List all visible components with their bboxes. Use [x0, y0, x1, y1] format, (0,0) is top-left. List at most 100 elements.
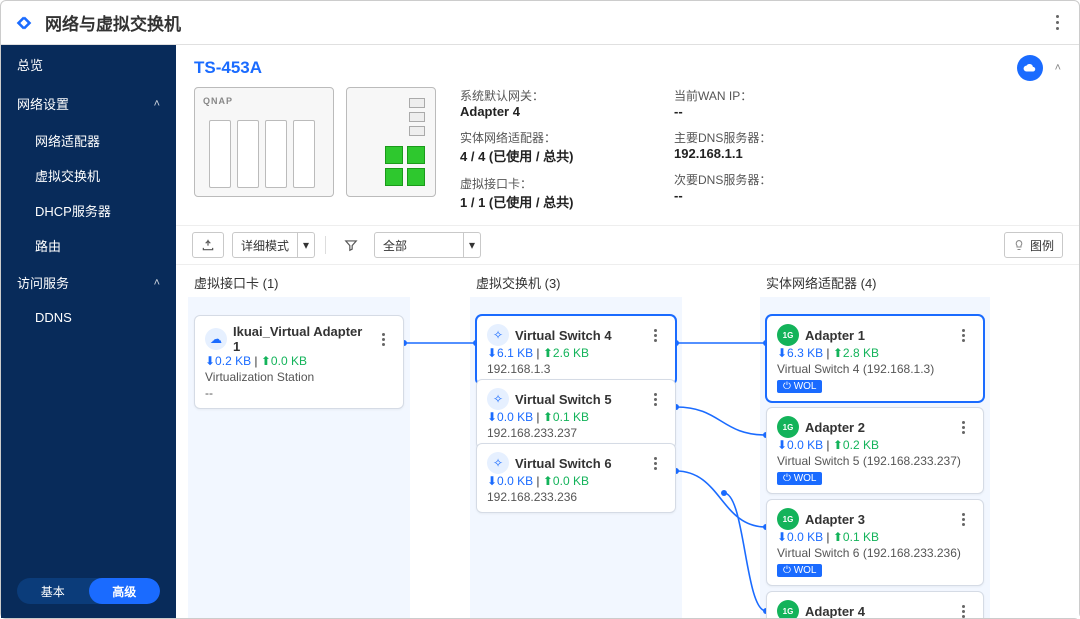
adapter-card[interactable]: 1G Adapter 1 ⬇6.3 KB | ⬆2.8 KB Virtual Swit…: [766, 315, 984, 402]
card-menu-icon[interactable]: [953, 419, 973, 435]
card-title: Ikuai_Virtual Adapter 1: [233, 324, 367, 354]
view-mode-select[interactable]: 详细模式: [232, 232, 298, 258]
filter-label: 全部: [383, 237, 407, 254]
traffic-stats: ⬇0.0 KB | ⬆0.2 KB: [777, 438, 973, 452]
collapse-device-icon[interactable]: ˄: [1055, 62, 1061, 74]
cloud-icon: [1023, 61, 1037, 75]
card-menu-icon[interactable]: [953, 511, 973, 527]
traffic-stats: ⬇0.0 KB | ⬆0.0 KB: [487, 474, 665, 488]
vnic-card[interactable]: ☁ Ikuai_Virtual Adapter 1⬇0.2 KB | ⬆0.0 K…: [194, 315, 404, 409]
sidebar-item-vswitch[interactable]: 虚拟交换机: [1, 158, 176, 193]
wol-badge: ⏻ WOL: [777, 472, 822, 485]
mode-advanced[interactable]: 高级: [89, 578, 161, 604]
filter-icon-button[interactable]: [336, 232, 366, 258]
legend-button[interactable]: 图例: [1004, 232, 1063, 258]
mode-basic[interactable]: 基本: [17, 578, 89, 604]
wol-badge: ⏻ WOL: [777, 380, 822, 393]
switch-icon: ✧: [487, 388, 509, 410]
column-header: 虚拟交换机 (3): [476, 273, 561, 292]
column-header: 虚拟接口卡 (1): [194, 273, 279, 292]
sidebar-overview-label: 总览: [17, 55, 43, 74]
speed-badge-icon: 1G: [777, 324, 799, 346]
info-label: 次要DNS服务器：: [674, 171, 864, 188]
card-sub: Virtual Switch 5 (192.168.233.237): [777, 454, 973, 468]
card-menu-icon[interactable]: [953, 603, 973, 618]
device-title: TS-453A: [194, 58, 1017, 78]
speed-badge-icon: 1G: [777, 600, 799, 618]
topology-canvas: 虚拟接口卡 (1) 虚拟交换机 (3) 实体网络适配器 (4) ☁ Ikuai_Virt…: [176, 265, 1079, 618]
content: TS-453A ˄ QNAP 系统默认网关：Adapter 4 实体网络适配器：…: [176, 45, 1079, 618]
cloud-button[interactable]: [1017, 55, 1043, 81]
info-value: 192.168.1.1: [674, 146, 864, 161]
traffic-stats: ⬇0.0 KB | ⬆0.1 KB: [487, 410, 665, 424]
info-value: Adapter 4: [460, 104, 650, 119]
speed-badge-icon: 1G: [777, 508, 799, 530]
card-title: Adapter 1: [805, 328, 947, 343]
adapter-card[interactable]: 1GAdapter 3⬇0.0 KB | ⬆0.1 KBVirtual Swit…: [766, 499, 984, 586]
chevron-up-icon: ˄: [154, 277, 160, 289]
sidebar-item-route[interactable]: 路由: [1, 228, 176, 263]
info-value: 4 / 4 (已使用 / 总共): [460, 146, 650, 165]
sidebar-item-adapters[interactable]: 网络适配器: [1, 123, 176, 158]
switch-icon: ✧: [487, 324, 509, 346]
card-menu-icon[interactable]: [645, 455, 665, 471]
export-button[interactable]: [192, 232, 224, 258]
nas-front-icon: QNAP: [194, 87, 334, 197]
info-value: 1 / 1 (已使用 / 总共): [460, 192, 650, 211]
traffic-stats: ⬇6.3 KB | ⬆2.8 KB: [777, 346, 973, 360]
sidebar-access-services[interactable]: 访问服务 ˄: [1, 263, 176, 302]
sidebar-item-ddns[interactable]: DDNS: [1, 302, 176, 333]
more-menu-icon[interactable]: [1047, 8, 1067, 38]
view-mode-dropdown[interactable]: ▾: [298, 232, 315, 258]
device-images: QNAP: [194, 87, 436, 197]
sidebar-overview[interactable]: 总览: [1, 45, 176, 84]
sidebar-network-settings-label: 网络设置: [17, 94, 69, 113]
chevron-up-icon: ˄: [154, 98, 160, 110]
card-sub: --: [205, 386, 393, 400]
card-menu-icon[interactable]: [373, 331, 393, 347]
card-sub: Virtualization Station: [205, 370, 393, 384]
cloud-icon: ☁: [205, 328, 227, 350]
nas-back-icon: [346, 87, 436, 197]
card-sub: Virtual Switch 4 (192.168.1.3): [777, 362, 973, 376]
vswitch-card[interactable]: ✧Virtual Switch 4⬇6.1 KB | ⬆2.6 KB192.16…: [476, 315, 676, 385]
filter-select[interactable]: 全部: [374, 232, 464, 258]
traffic-stats: ⬇0.2 KB | ⬆0.0 KB: [205, 354, 393, 368]
sidebar-access-services-label: 访问服务: [17, 273, 69, 292]
card-menu-icon[interactable]: [953, 327, 973, 343]
card-ip: 192.168.233.237: [487, 426, 665, 440]
vswitch-card[interactable]: ✧Virtual Switch 6⬇0.0 KB | ⬆0.0 KB192.16…: [476, 443, 676, 513]
view-mode-label: 详细模式: [241, 237, 289, 254]
bulb-icon: [1013, 239, 1025, 251]
nas-brand-label: QNAP: [203, 96, 233, 106]
filter-icon: [344, 238, 358, 252]
card-title: Adapter 3: [805, 512, 947, 527]
card-menu-icon[interactable]: [645, 327, 665, 343]
sidebar-item-dhcp[interactable]: DHCP服务器: [1, 193, 176, 228]
traffic-stats: ⬇6.1 KB | ⬆2.6 KB: [487, 346, 665, 360]
titlebar: 网络与虚拟交换机: [1, 1, 1079, 45]
legend-label: 图例: [1030, 237, 1054, 254]
sidebar-network-settings[interactable]: 网络设置 ˄: [1, 84, 176, 123]
app-logo-icon: [13, 12, 35, 34]
switch-icon: ✧: [487, 452, 509, 474]
speed-badge-icon: 1G: [777, 416, 799, 438]
adapter-card[interactable]: 1GAdapter 2⬇0.0 KB | ⬆0.2 KBVirtual Swit…: [766, 407, 984, 494]
info-label: 实体网络适配器：: [460, 129, 650, 146]
wol-badge: ⏻ WOL: [777, 564, 822, 577]
info-label: 系统默认网关：: [460, 87, 650, 104]
traffic-stats: ⬇0.0 KB | ⬆0.1 KB: [777, 530, 973, 544]
card-menu-icon[interactable]: [645, 391, 665, 407]
info-col-left: 系统默认网关：Adapter 4 实体网络适配器：4 / 4 (已使用 / 总共…: [460, 87, 650, 211]
card-title: Virtual Switch 6: [515, 456, 639, 471]
mode-toggle[interactable]: 基本 高级: [17, 578, 160, 604]
info-label: 虚拟接口卡：: [460, 175, 650, 192]
adapter-card[interactable]: 1GAdapter 4⬇0.0 KB | ⬆0.1 KB: [766, 591, 984, 618]
card-title: Virtual Switch 4: [515, 328, 639, 343]
export-icon: [201, 238, 215, 252]
info-value: --: [674, 188, 864, 203]
vswitch-card[interactable]: ✧Virtual Switch 5⬇0.0 KB | ⬆0.1 KB192.16…: [476, 379, 676, 449]
column-header: 实体网络适配器 (4): [766, 273, 877, 292]
sidebar: 总览 网络设置 ˄ 网络适配器 虚拟交换机 DHCP服务器 路由 访问服务 ˄ DD…: [1, 45, 176, 618]
filter-dropdown[interactable]: ▾: [464, 232, 481, 258]
